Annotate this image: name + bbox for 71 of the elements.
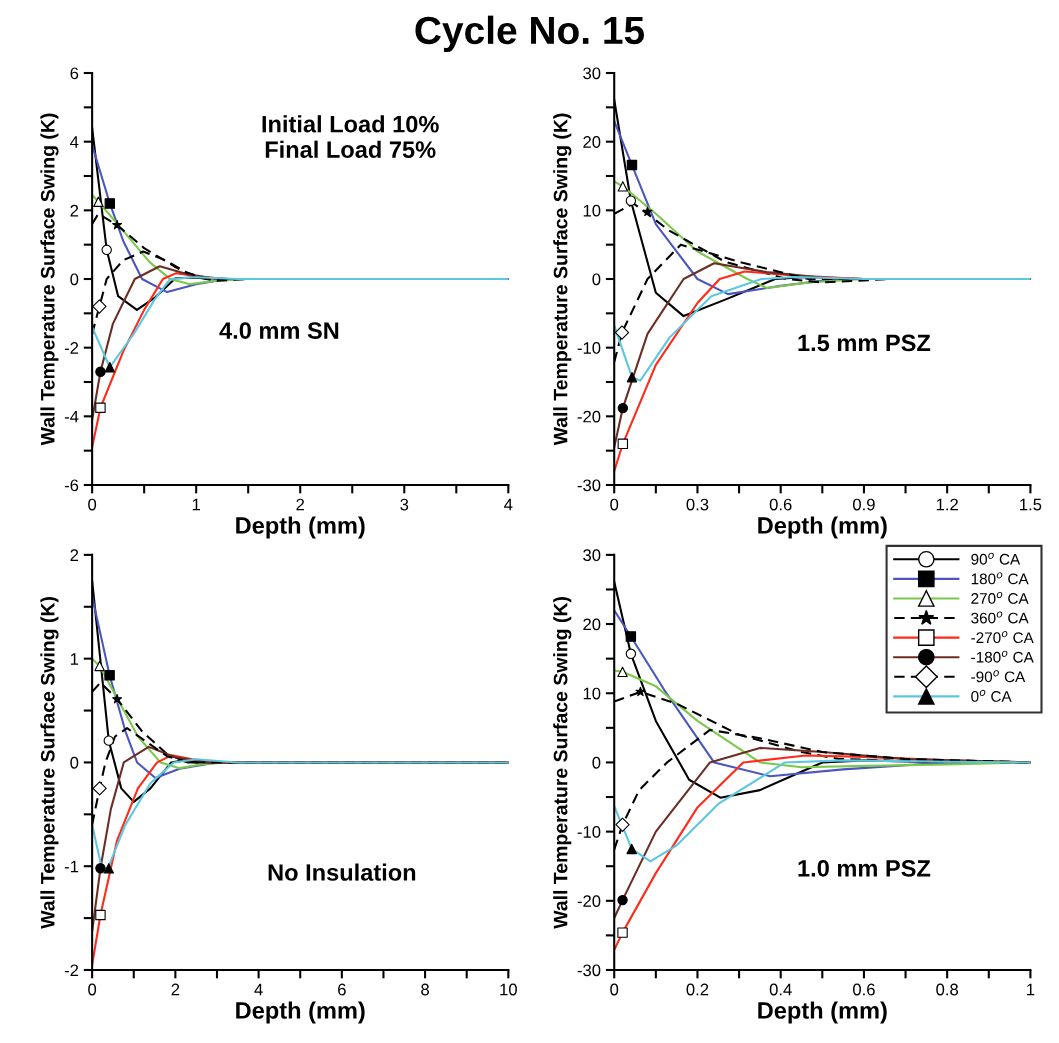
legend-label: 270$^{o}$ CA [971,591,1029,604]
y-tick-label: 2 [70,204,79,217]
y-tick-label: 2 [70,549,79,561]
x-tick-label: 3 [400,498,409,511]
y-tick-label: 6 [70,67,79,80]
y-tick-label: -30 [577,964,601,977]
y-tick-label: -30 [577,479,601,492]
legend-label: 90$^{o}$ CA [971,552,1021,565]
x-tick-label: 2 [171,983,180,996]
x-tick-label: 1.2 [936,498,958,511]
x-tick-label: 0 [88,498,97,511]
x-tick-label: 6 [338,983,346,996]
x-tick-label: 0 [88,983,97,996]
y-tick-label: -6 [64,479,79,492]
y-axis-title: Wall Temperature Surface Swing (K) [553,597,572,929]
y-tick-label: 0 [70,273,79,286]
x-tick-label: 1 [192,498,200,511]
x-tick-label: 4 [504,498,513,511]
x-tick-label: 1 [1027,983,1035,996]
legend-label: 180$^{o}$ CA [971,572,1029,585]
chart-title: Cycle No. 15 [415,15,645,52]
x-tick-label: 4 [254,983,263,996]
y-tick-label: 30 [583,549,601,562]
x-tick-label: 0.3 [686,498,709,511]
y-tick-label: -20 [577,410,601,423]
x-tick-label: 0.6 [853,983,875,996]
y-tick-label: -2 [64,342,79,354]
y-tick-label: 4 [70,136,79,148]
x-tick-label: 0.9 [853,498,875,511]
y-tick-label: -20 [577,895,601,908]
y-axis-title: Wall Temperature Surface Swing (K) [553,113,572,446]
y-tick-label: 0 [70,756,79,769]
legend-label: -180$^{o}$ CA [971,650,1034,663]
legend-label: -270$^{o}$ CA [971,631,1034,644]
legend-label: 0$^{o}$ CA [971,689,1012,702]
x-tick-label: 2 [296,498,305,511]
y-tick-label: -1 [64,860,79,873]
y-axis-title: Wall Temperature Surface Swing (K) [40,597,59,929]
y-tick-label: 0 [592,273,601,286]
y-tick-label: -10 [577,826,601,838]
x-tick-label: 0.4 [769,983,792,996]
x-tick-label: 0 [610,498,619,511]
x-tick-label: 10 [500,983,517,996]
annotation: Initial Load 10% Final Load 75% [262,115,439,158]
x-tick-label: 0.2 [686,983,709,996]
x-tick-label: 1.5 [1020,498,1042,511]
legend-label: 360$^{o}$ CA [971,611,1029,624]
x-tick-label: 0.8 [936,983,959,996]
x-axis-title: Depth (mm) [758,516,887,539]
y-tick-label: -2 [64,964,79,977]
x-axis-title: Depth (mm) [236,516,365,539]
x-axis-title: Depth (mm) [236,1001,365,1024]
x-tick-label: 0.6 [769,498,792,511]
y-axis-title: Wall Temperature Surface Swing (K) [40,113,59,446]
x-tick-label: 0 [610,983,619,996]
y-tick-label: -10 [577,342,601,354]
x-tick-label: 8 [421,983,429,996]
annotation: 1.5 mm PSZ [798,334,931,352]
legend-label: -90$^{o}$ CA [971,670,1026,683]
y-tick-label: 20 [583,136,601,148]
y-tick-label: 1 [70,653,79,665]
annotation: 4.0 mm SN [219,322,339,339]
y-tick-label: 10 [583,204,601,217]
annotation: 1.0 mm PSZ [798,859,931,877]
x-axis-title: Depth (mm) [758,1001,887,1024]
y-tick-label: 0 [592,756,601,769]
annotation: No Insulation [268,863,416,881]
y-tick-label: 10 [583,687,601,700]
y-tick-label: 20 [583,618,601,631]
y-tick-label: -4 [64,410,79,423]
y-tick-label: 30 [583,67,601,80]
